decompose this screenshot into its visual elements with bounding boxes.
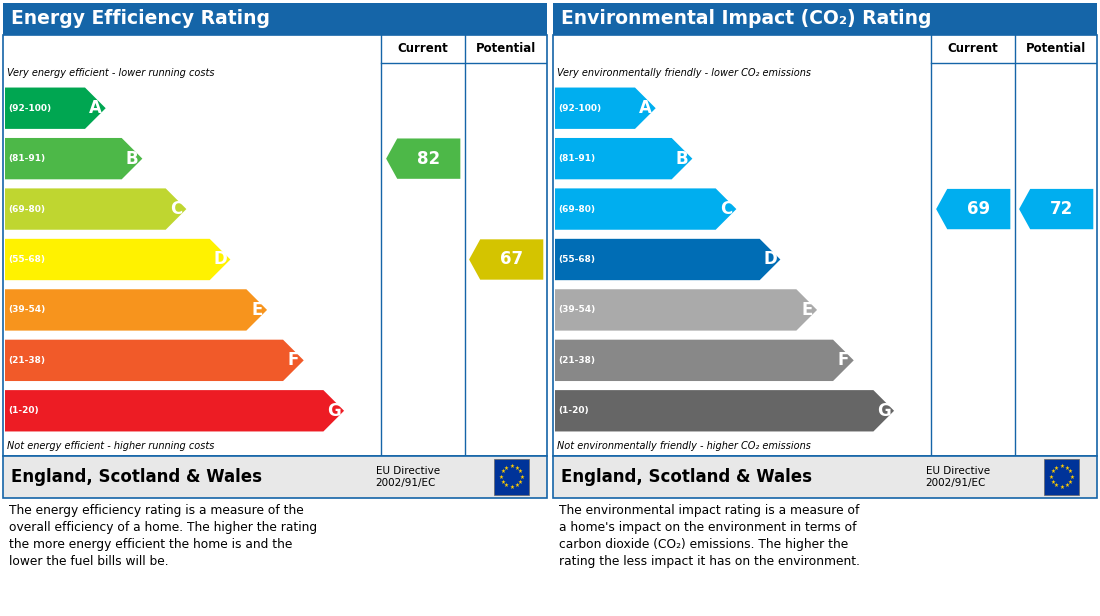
Text: (69-80): (69-80): [558, 205, 595, 214]
Polygon shape: [556, 239, 780, 280]
Text: ★: ★: [1059, 485, 1064, 490]
Text: (1-20): (1-20): [8, 407, 39, 415]
Polygon shape: [6, 188, 186, 230]
Text: EU Directive
2002/91/EC: EU Directive 2002/91/EC: [925, 466, 990, 488]
Polygon shape: [386, 139, 460, 179]
Text: E: E: [251, 301, 263, 319]
Polygon shape: [6, 339, 304, 381]
Polygon shape: [6, 87, 106, 129]
Text: ★: ★: [504, 466, 509, 471]
Text: Not energy efficient - higher running costs: Not energy efficient - higher running co…: [7, 441, 214, 451]
Text: ★: ★: [1059, 464, 1064, 469]
Text: C: C: [169, 200, 183, 218]
Text: ★: ★: [509, 464, 514, 469]
Text: ★: ★: [499, 474, 504, 479]
Text: ★: ★: [518, 480, 522, 485]
Text: (92-100): (92-100): [8, 103, 51, 113]
Polygon shape: [6, 239, 230, 280]
Text: ★: ★: [1068, 469, 1072, 474]
Text: B: B: [125, 150, 139, 168]
Text: ★: ★: [1050, 480, 1055, 485]
Text: (39-54): (39-54): [558, 306, 595, 314]
Polygon shape: [556, 188, 736, 230]
Text: E: E: [801, 301, 813, 319]
Text: (92-100): (92-100): [558, 103, 601, 113]
Polygon shape: [556, 87, 656, 129]
Text: England, Scotland & Wales: England, Scotland & Wales: [11, 468, 262, 486]
Text: ★: ★: [1054, 484, 1059, 488]
Text: D: D: [763, 251, 777, 269]
Text: F: F: [838, 351, 849, 370]
Bar: [494, 460, 529, 495]
Text: (55-68): (55-68): [558, 255, 595, 264]
Polygon shape: [6, 138, 142, 179]
Text: ★: ★: [515, 484, 519, 488]
Text: The energy efficiency rating is a measure of the
overall efficiency of a home. T: The energy efficiency rating is a measur…: [9, 504, 317, 568]
Text: Energy Efficiency Rating: Energy Efficiency Rating: [11, 9, 271, 28]
Text: (69-80): (69-80): [8, 205, 45, 214]
Text: F: F: [288, 351, 299, 370]
Text: (39-54): (39-54): [8, 306, 45, 314]
Polygon shape: [936, 189, 1010, 229]
Text: (21-38): (21-38): [558, 356, 595, 365]
Text: ★: ★: [500, 469, 505, 474]
Text: 69: 69: [967, 200, 990, 218]
Text: Current: Current: [948, 43, 999, 55]
Text: EU Directive
2002/91/EC: EU Directive 2002/91/EC: [375, 466, 440, 488]
Text: Environmental Impact (CO₂) Rating: Environmental Impact (CO₂) Rating: [561, 9, 932, 28]
Text: ★: ★: [1065, 484, 1069, 488]
Text: ★: ★: [518, 469, 522, 474]
Bar: [1044, 460, 1079, 495]
Text: 82: 82: [417, 150, 440, 168]
Text: (55-68): (55-68): [8, 255, 45, 264]
Text: England, Scotland & Wales: England, Scotland & Wales: [561, 468, 812, 486]
Text: Potential: Potential: [1026, 43, 1087, 55]
Text: ★: ★: [509, 485, 514, 490]
Text: A: A: [639, 99, 652, 117]
Text: C: C: [719, 200, 733, 218]
Polygon shape: [556, 138, 692, 179]
Polygon shape: [556, 390, 894, 431]
Polygon shape: [469, 240, 543, 280]
Text: (1-20): (1-20): [558, 407, 589, 415]
Text: ★: ★: [1068, 480, 1072, 485]
Text: Not environmentally friendly - higher CO₂ emissions: Not environmentally friendly - higher CO…: [557, 441, 811, 451]
Text: B: B: [675, 150, 689, 168]
Text: Potential: Potential: [476, 43, 537, 55]
Text: ★: ★: [1065, 466, 1069, 471]
Text: ★: ★: [519, 474, 525, 479]
Text: D: D: [213, 251, 227, 269]
Polygon shape: [556, 339, 854, 381]
Polygon shape: [1019, 189, 1093, 229]
Text: ★: ★: [504, 484, 509, 488]
Polygon shape: [6, 390, 344, 431]
Text: Very energy efficient - lower running costs: Very energy efficient - lower running co…: [7, 68, 214, 78]
Text: A: A: [89, 99, 102, 117]
Text: ★: ★: [1049, 474, 1054, 479]
Text: (21-38): (21-38): [8, 356, 45, 365]
Text: ★: ★: [1050, 469, 1055, 474]
Text: Current: Current: [398, 43, 449, 55]
Text: 67: 67: [500, 251, 524, 269]
Polygon shape: [6, 290, 267, 331]
Text: ★: ★: [515, 466, 519, 471]
Text: The environmental impact rating is a measure of
a home's impact on the environme: The environmental impact rating is a mea…: [559, 504, 860, 568]
Text: G: G: [877, 402, 891, 419]
Text: Very environmentally friendly - lower CO₂ emissions: Very environmentally friendly - lower CO…: [557, 68, 811, 78]
Text: G: G: [327, 402, 341, 419]
Text: ★: ★: [1069, 474, 1075, 479]
Polygon shape: [556, 290, 817, 331]
Text: (81-91): (81-91): [8, 154, 45, 163]
Text: (81-91): (81-91): [558, 154, 595, 163]
Text: ★: ★: [1054, 466, 1059, 471]
Text: 72: 72: [1050, 200, 1074, 218]
Text: ★: ★: [500, 480, 505, 485]
